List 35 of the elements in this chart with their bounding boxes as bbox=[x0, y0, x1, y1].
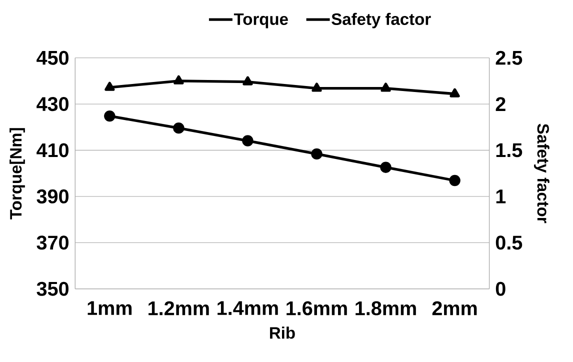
y-tick-label: 350 bbox=[36, 282, 68, 296]
point bbox=[174, 76, 184, 85]
y2-tick-label: 0.5 bbox=[496, 236, 522, 250]
point bbox=[242, 76, 253, 86]
point bbox=[450, 88, 460, 98]
x-tick-label: 2mm bbox=[432, 301, 477, 316]
x-tick-label: 1.8mm bbox=[356, 301, 416, 316]
y-tick-label: 450 bbox=[36, 51, 68, 66]
y2-tick-label: 1.5 bbox=[496, 144, 522, 158]
y-axis-title: Torque[Nm] bbox=[10, 128, 25, 220]
x-tick-label: 1.6mm bbox=[286, 301, 347, 316]
x-tick-label: 1.2mm bbox=[148, 301, 209, 316]
y-tick-label: 370 bbox=[36, 236, 68, 250]
y-tick-label: 430 bbox=[36, 97, 68, 112]
point bbox=[312, 82, 322, 92]
point bbox=[242, 135, 254, 147]
y-tick-label: 390 bbox=[36, 190, 68, 204]
y2-axis-title: Safety factor bbox=[534, 124, 550, 224]
point bbox=[311, 148, 322, 160]
y2-tick-label: 2 bbox=[496, 97, 506, 112]
point bbox=[380, 162, 392, 174]
x-axis-title: Rib bbox=[270, 326, 295, 339]
legend-label: Safety factor bbox=[332, 13, 431, 28]
x-tick-label: 1mm bbox=[88, 301, 132, 316]
x-tick-label: 1.4mm bbox=[218, 301, 278, 316]
y2-tick-label: 2.5 bbox=[496, 51, 522, 66]
y-tick-label: 410 bbox=[36, 143, 68, 158]
legend-label: Torque bbox=[234, 14, 288, 28]
point bbox=[449, 175, 460, 186]
y2-tick-label: 0 bbox=[496, 282, 506, 296]
point bbox=[104, 82, 115, 92]
point bbox=[380, 82, 391, 92]
point bbox=[173, 122, 184, 134]
point bbox=[104, 110, 116, 122]
y2-tick-label: 1 bbox=[496, 190, 506, 204]
